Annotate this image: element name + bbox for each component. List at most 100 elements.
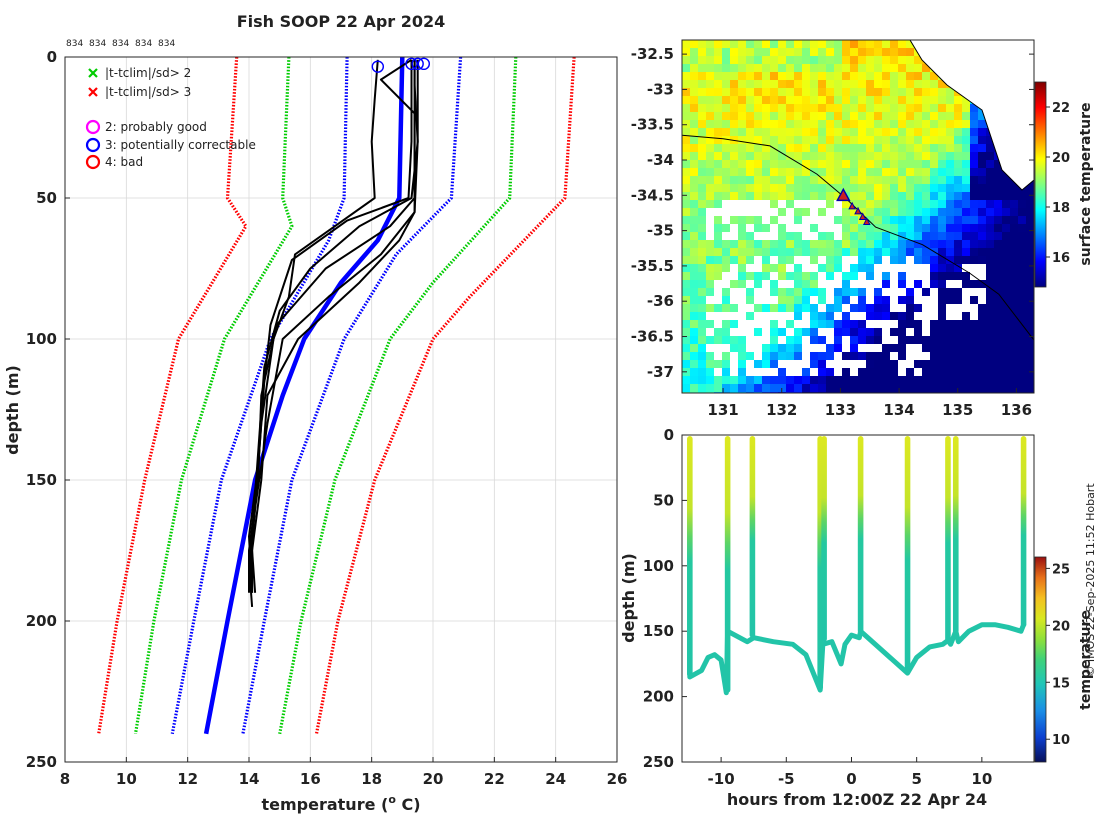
sst-cell	[834, 296, 842, 304]
sst-cell	[690, 56, 698, 64]
sst-cell	[738, 80, 746, 88]
sst-cell	[802, 40, 810, 48]
sst-cell	[770, 288, 778, 296]
sst-cell	[850, 136, 858, 144]
sst-cell	[922, 216, 930, 224]
sst-cell	[698, 88, 706, 96]
sst-cell	[946, 240, 954, 248]
sst-cell	[810, 96, 818, 104]
sst-cell	[874, 168, 882, 176]
depth-time-y-tick-label: 200	[643, 688, 674, 706]
sst-cell	[810, 376, 818, 384]
sst-cell	[690, 120, 698, 128]
sst-cell	[842, 288, 850, 296]
sst-cell	[946, 144, 954, 152]
sst-cell	[754, 184, 762, 192]
sst-cell	[858, 168, 866, 176]
sst-cell	[946, 168, 954, 176]
sst-cell	[970, 208, 978, 216]
sst-cell	[882, 352, 890, 360]
sst-cell	[946, 112, 954, 120]
sst-cell	[946, 216, 954, 224]
sst-cell	[986, 296, 994, 304]
sst-cell	[722, 352, 730, 360]
flag-markers	[371, 57, 430, 73]
sst-cell	[786, 112, 794, 120]
sst-cell	[690, 216, 698, 224]
sst-cell	[906, 232, 914, 240]
sst-cell	[706, 80, 714, 88]
sst-cell	[850, 64, 858, 72]
sst-cell	[778, 168, 786, 176]
y-tick-label: 200	[26, 612, 57, 630]
sst-cell	[834, 216, 842, 224]
sst-cell	[890, 376, 898, 384]
sst-cell	[906, 312, 914, 320]
sst-cell	[730, 168, 738, 176]
sst-cell	[938, 288, 946, 296]
sst-cell	[770, 136, 778, 144]
sst-cell	[834, 64, 842, 72]
sst-cell	[714, 80, 722, 88]
sst-cell	[906, 200, 914, 208]
sst-cell	[898, 224, 906, 232]
sst-cell	[714, 104, 722, 112]
sst-cell	[730, 120, 738, 128]
sst-cell	[698, 48, 706, 56]
sst-cell	[730, 64, 738, 72]
sst-cell	[834, 240, 842, 248]
sst-cell	[890, 344, 898, 352]
sst-cell	[866, 40, 874, 48]
sst-cell	[874, 208, 882, 216]
sst-cell	[770, 80, 778, 88]
sst-cell	[1018, 192, 1026, 200]
sst-cell	[874, 80, 882, 88]
sst-cell	[946, 192, 954, 200]
sst-cell	[994, 328, 1002, 336]
sst-cell	[706, 168, 714, 176]
sst-cell	[906, 184, 914, 192]
sst-cell	[874, 360, 882, 368]
sst-cell	[906, 320, 914, 328]
sst-cell	[1026, 328, 1034, 336]
sst-cell	[682, 152, 690, 160]
sst-cell	[1002, 376, 1010, 384]
sst-cell	[682, 320, 690, 328]
sst-cell	[898, 328, 906, 336]
station-marker	[862, 217, 871, 225]
sst-cell	[834, 40, 842, 48]
sst-cell	[746, 56, 754, 64]
sst-cell	[866, 80, 874, 88]
sst-cell	[954, 344, 962, 352]
legend-circle-marker	[85, 154, 101, 170]
sst-cell	[698, 40, 706, 48]
sst-cell	[746, 104, 754, 112]
sst-cell	[714, 272, 722, 280]
sst-cell	[714, 88, 722, 96]
sst-cell	[938, 296, 946, 304]
sst-cell	[866, 256, 874, 264]
sst-cell	[986, 224, 994, 232]
sst-cell	[714, 176, 722, 184]
sst-cell	[930, 320, 938, 328]
sst-cell	[794, 240, 802, 248]
sst-cell	[682, 128, 690, 136]
sst-cell	[874, 128, 882, 136]
sst-cell	[858, 224, 866, 232]
sst-cell	[762, 240, 770, 248]
sst-cell	[1002, 256, 1010, 264]
sst-cell	[682, 80, 690, 88]
sst-cell	[714, 160, 722, 168]
sst-cell	[746, 216, 754, 224]
sst-cell	[682, 104, 690, 112]
sst-cell	[690, 240, 698, 248]
sst-cell	[978, 376, 986, 384]
sst-cell	[882, 368, 890, 376]
sst-cell	[978, 120, 986, 128]
sst-cell	[834, 56, 842, 64]
sst-cell	[690, 112, 698, 120]
sst-cell	[690, 288, 698, 296]
sst-cell	[834, 344, 842, 352]
sst-cell	[722, 112, 730, 120]
sst-cell	[842, 216, 850, 224]
